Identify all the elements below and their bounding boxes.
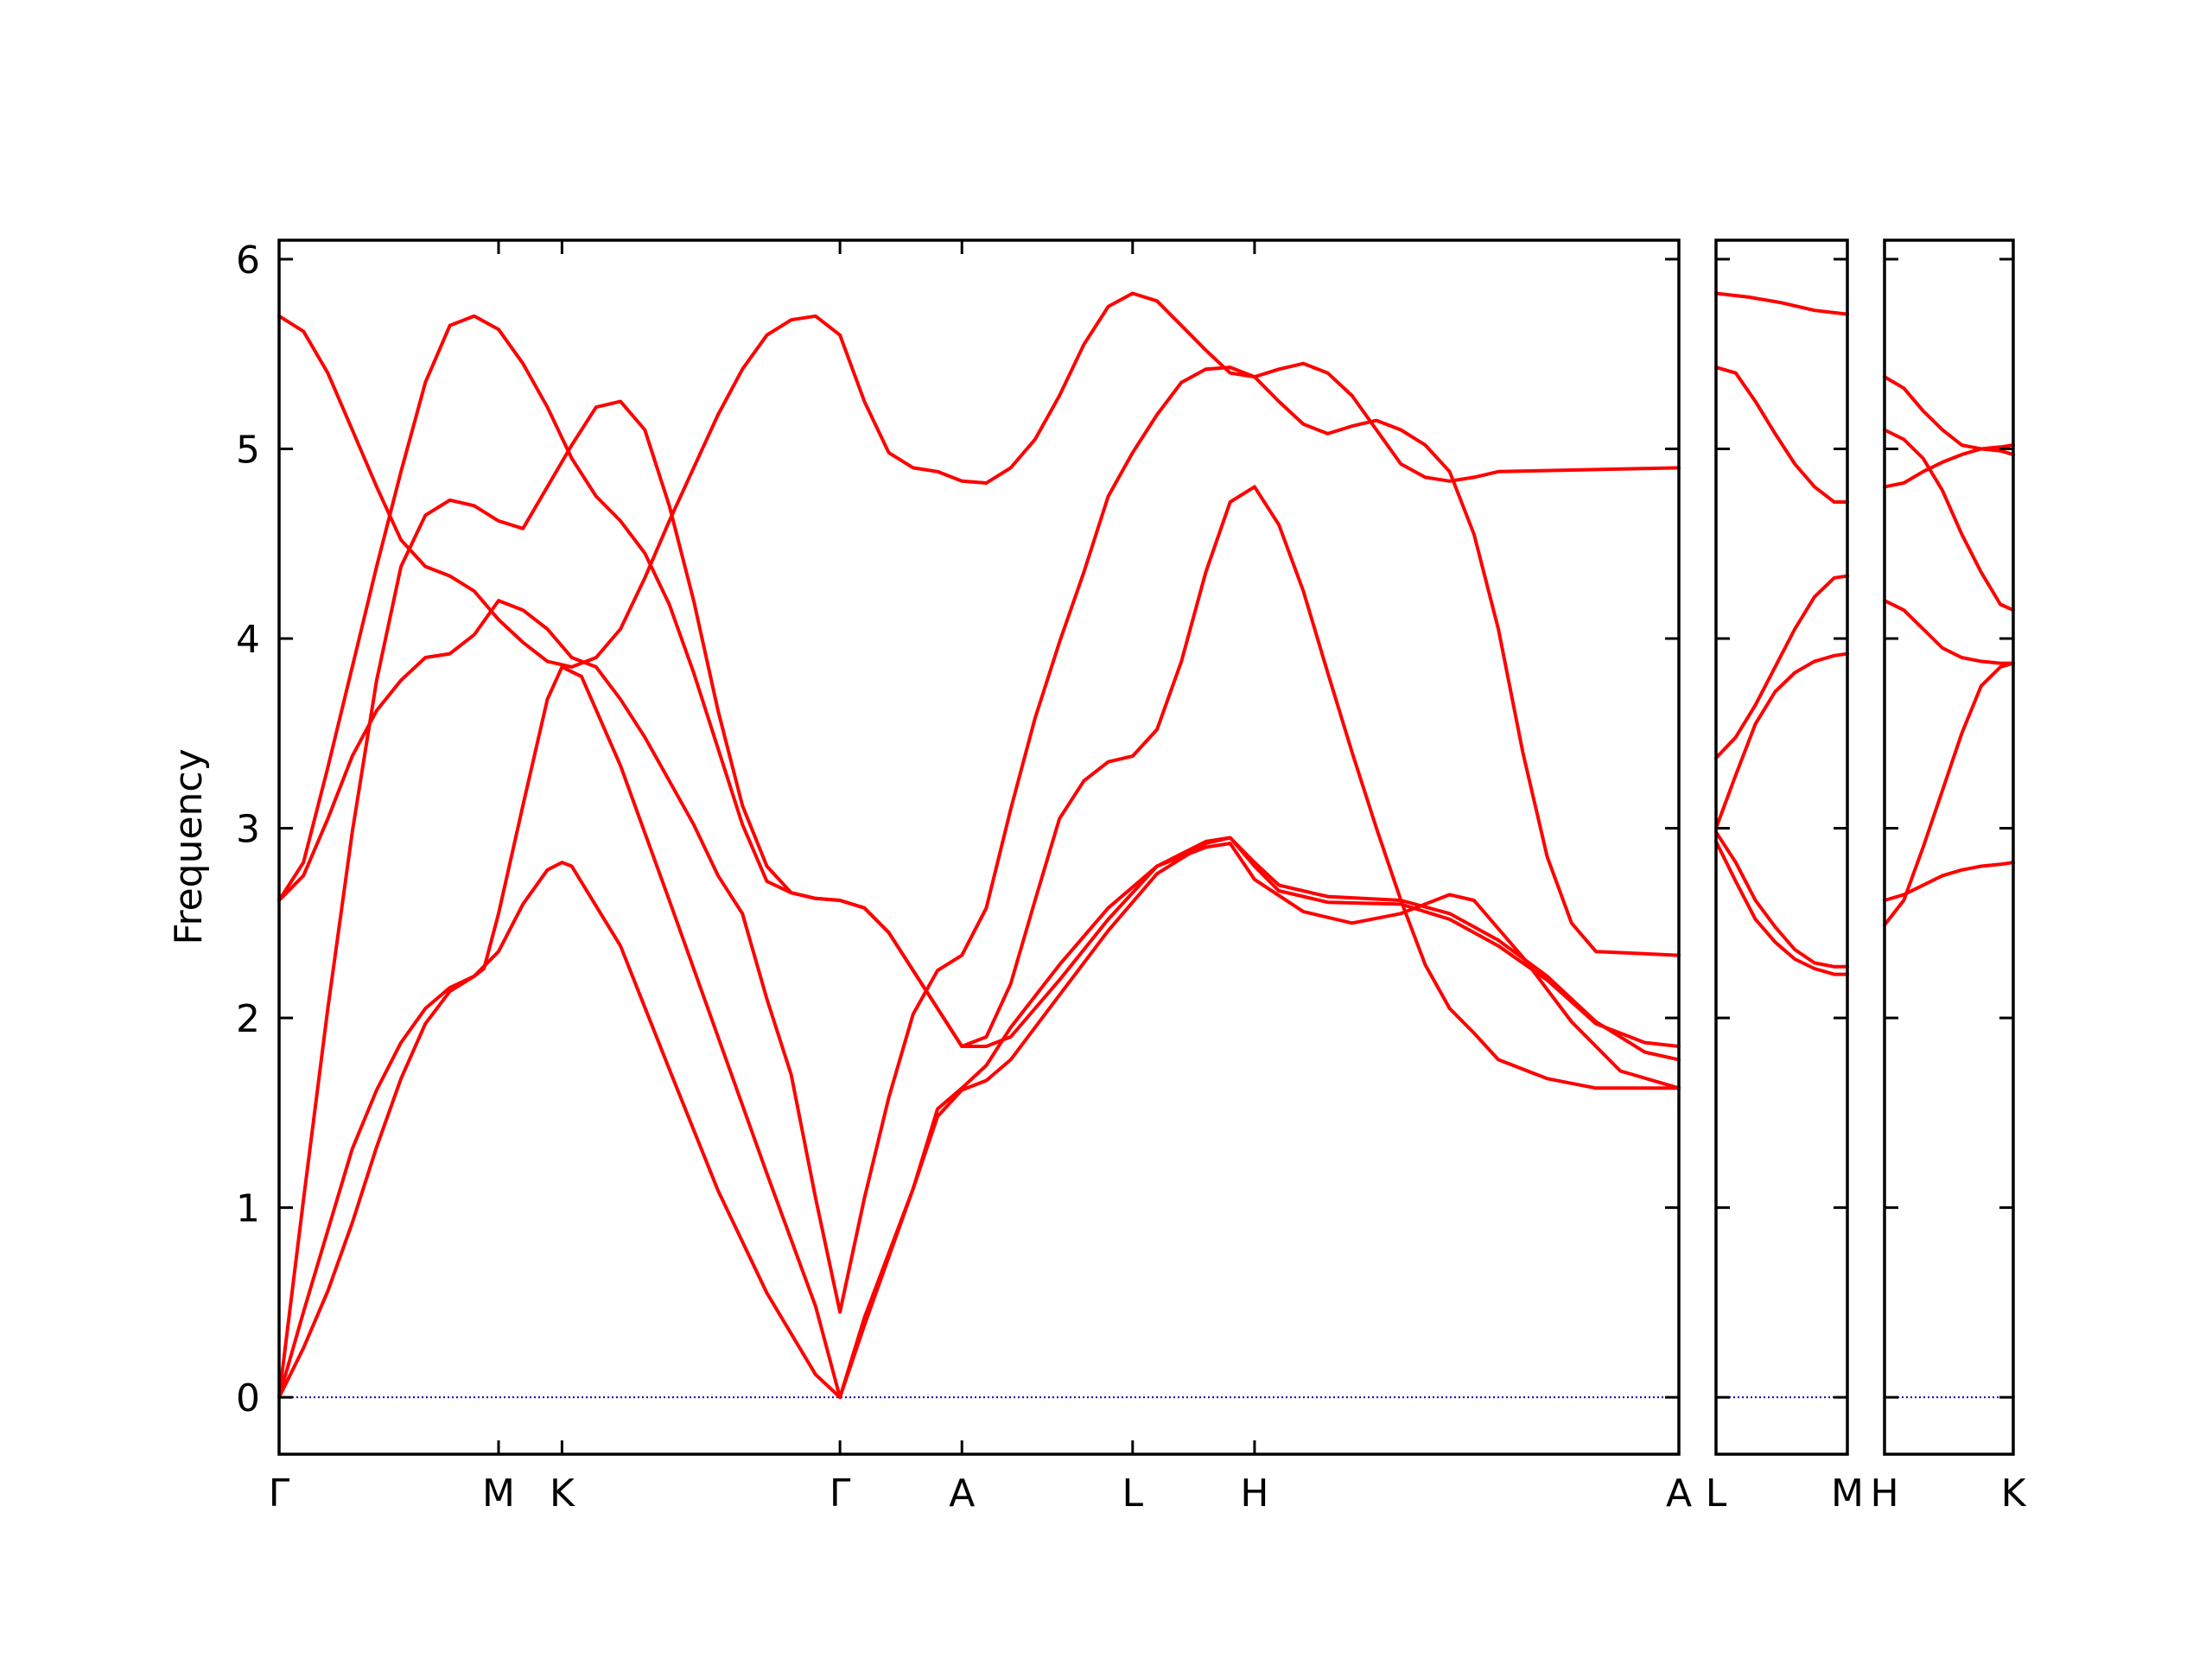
band-L-M-6	[1714, 839, 1849, 976]
band-L-M-2	[1714, 365, 1849, 504]
band-main-5	[277, 314, 1681, 1090]
panel-frame	[1883, 238, 2015, 1456]
band-L-M-4	[1714, 652, 1849, 830]
x-tick-label: K	[2001, 1471, 2027, 1516]
band-H-K-2	[1883, 428, 2015, 613]
x-tick-label: A	[1666, 1471, 1692, 1516]
y-tick-label: 2	[236, 997, 260, 1041]
x-tick-label: A	[949, 1471, 975, 1516]
y-tick-label: 0	[236, 1376, 260, 1421]
band-L-M-3	[1714, 574, 1849, 760]
x-tick-label: H	[1870, 1471, 1898, 1516]
x-tick-label: L	[1122, 1471, 1144, 1516]
band-H-K-5	[1883, 861, 2015, 902]
band-main-4	[277, 365, 1681, 1314]
band-L-M-1	[1714, 291, 1849, 316]
band-H-K-3	[1883, 443, 2015, 489]
y-tick-label: 4	[236, 618, 260, 662]
y-tick-label: 1	[236, 1187, 260, 1231]
x-tick-label: M	[1831, 1471, 1864, 1516]
x-tick-label: M	[482, 1471, 515, 1516]
band-main-1	[277, 836, 1681, 1400]
band-L-M-5	[1714, 830, 1849, 969]
band-H-K-6	[1883, 661, 2015, 927]
y-tick-label: 6	[236, 238, 260, 283]
x-tick-label: Γ	[830, 1471, 851, 1516]
x-tick-label: L	[1706, 1471, 1727, 1516]
panel-frame	[277, 238, 1681, 1456]
y-axis-label: Frequency	[167, 748, 211, 944]
panel-frame	[1714, 238, 1849, 1456]
band-main-6	[277, 291, 1681, 669]
x-tick-label: Γ	[269, 1471, 290, 1516]
x-tick-label: H	[1240, 1471, 1268, 1516]
x-tick-label: K	[550, 1471, 575, 1516]
band-H-K-1	[1883, 375, 2015, 457]
y-tick-label: 5	[236, 428, 260, 472]
band-H-K-4	[1883, 599, 2015, 665]
band-main-2	[277, 664, 1681, 1400]
panel-main: 0 1 2 3 4 5 6 Γ M K Γ A L H A	[236, 238, 1692, 1516]
y-tick-label: 3	[236, 808, 260, 852]
